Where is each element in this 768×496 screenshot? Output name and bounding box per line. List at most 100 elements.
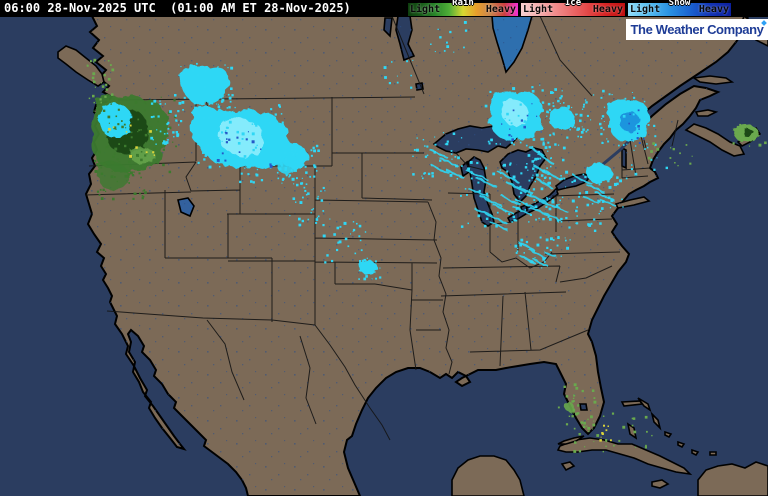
radar-speck — [637, 132, 639, 134]
radar-speck — [277, 177, 280, 180]
radar-speck — [298, 150, 300, 152]
radar-speck — [168, 126, 172, 130]
radar-speck — [135, 109, 138, 112]
radar-speck — [157, 120, 159, 123]
radar-speck — [508, 119, 511, 121]
radar-speck — [256, 144, 258, 146]
timestamp-label: 06:00 28-Nov-2025 UTC (01:00 AM ET 28-No… — [4, 1, 351, 15]
radar-speck — [637, 109, 640, 112]
radar-speck — [269, 163, 272, 166]
radar-speck — [315, 170, 318, 172]
radar-speck — [601, 118, 603, 120]
radar-speck — [732, 142, 735, 145]
radar-speck — [557, 236, 560, 239]
radar-speck — [583, 425, 586, 428]
radar-speck — [550, 237, 553, 241]
radar-speck — [173, 115, 177, 118]
radar-speck — [221, 140, 223, 142]
radar-speck — [298, 217, 301, 221]
radar-speck — [202, 150, 206, 154]
radar-speck — [231, 94, 234, 97]
radar-speck — [125, 131, 128, 133]
radar-speck — [93, 61, 95, 63]
radar-speck — [309, 175, 312, 178]
radar-speck — [294, 150, 297, 153]
radar-speck — [622, 425, 626, 429]
radar-speck — [383, 66, 387, 69]
radar-speck — [463, 21, 467, 24]
radar-speck — [631, 92, 633, 93]
radar-speck — [476, 161, 479, 165]
radar-speck — [312, 146, 315, 149]
radar-speck — [575, 209, 578, 213]
radar-speck — [585, 191, 589, 194]
radar-speck — [643, 100, 646, 103]
radar-speck — [569, 239, 571, 241]
radar-speck — [460, 137, 463, 139]
radar-speck — [467, 167, 471, 171]
radar-speck — [534, 257, 536, 258]
radar-speck — [546, 198, 549, 200]
radar-speck — [573, 394, 576, 397]
radar-speck — [499, 143, 501, 145]
radar-speck — [424, 172, 426, 174]
radar-speck — [197, 140, 201, 144]
radar-speck — [537, 151, 540, 154]
radar-speck — [193, 101, 197, 105]
radar-speck — [454, 156, 457, 158]
radar-speck — [575, 412, 578, 416]
radar-speck — [278, 167, 280, 170]
radar-speck — [207, 140, 209, 142]
radar-speck — [743, 125, 747, 129]
radar-speck — [532, 188, 536, 191]
radar-speck — [105, 146, 109, 149]
radar-speck — [145, 151, 148, 154]
radar-speck — [203, 158, 206, 161]
radar-speck — [284, 166, 288, 170]
radar-speck — [212, 87, 214, 89]
radar-speck — [536, 115, 538, 117]
radar-speck — [287, 153, 289, 155]
radar-speck — [100, 172, 104, 175]
radar-speck — [599, 201, 601, 203]
radar-speck — [599, 210, 602, 212]
radar-speck — [290, 150, 294, 154]
radar-speck — [279, 160, 283, 163]
radar-speck — [610, 199, 614, 203]
radar-speck — [499, 172, 502, 175]
radar-speck — [545, 238, 549, 242]
radar-speck — [365, 260, 367, 262]
radar-speck — [433, 151, 437, 154]
radar-speck — [183, 96, 186, 99]
radar-speck — [388, 82, 391, 85]
radar-speck — [337, 241, 340, 244]
radar-speck — [210, 108, 214, 111]
radar-speck — [638, 128, 640, 130]
radar-speck — [100, 101, 102, 104]
yucatan — [451, 455, 525, 496]
radar-speck — [528, 221, 530, 223]
radar-speck — [562, 158, 565, 162]
radar-speck — [284, 157, 288, 161]
radar-speck — [144, 154, 147, 157]
radar-speck — [586, 114, 589, 117]
radar-speck — [485, 192, 489, 196]
radar-speck — [131, 148, 133, 150]
radar-speck — [601, 141, 604, 144]
radar-speck — [137, 131, 139, 133]
weather-company-logo[interactable]: The Weather Company — [626, 19, 768, 40]
radar-speck — [290, 169, 293, 172]
radar-speck — [452, 132, 456, 135]
radar-speck — [96, 190, 100, 193]
radar-speck — [225, 130, 227, 132]
radar-speck — [644, 415, 648, 419]
radar-speck — [569, 113, 572, 117]
legend-snow: Snow Light Heavy — [628, 0, 731, 17]
radar-speck — [218, 136, 220, 139]
radar-speck — [562, 146, 566, 150]
radar-speck — [107, 131, 109, 133]
radar-speck — [634, 172, 638, 176]
legend-snow-light-label: Light — [630, 4, 661, 15]
radar-speck — [265, 158, 267, 161]
